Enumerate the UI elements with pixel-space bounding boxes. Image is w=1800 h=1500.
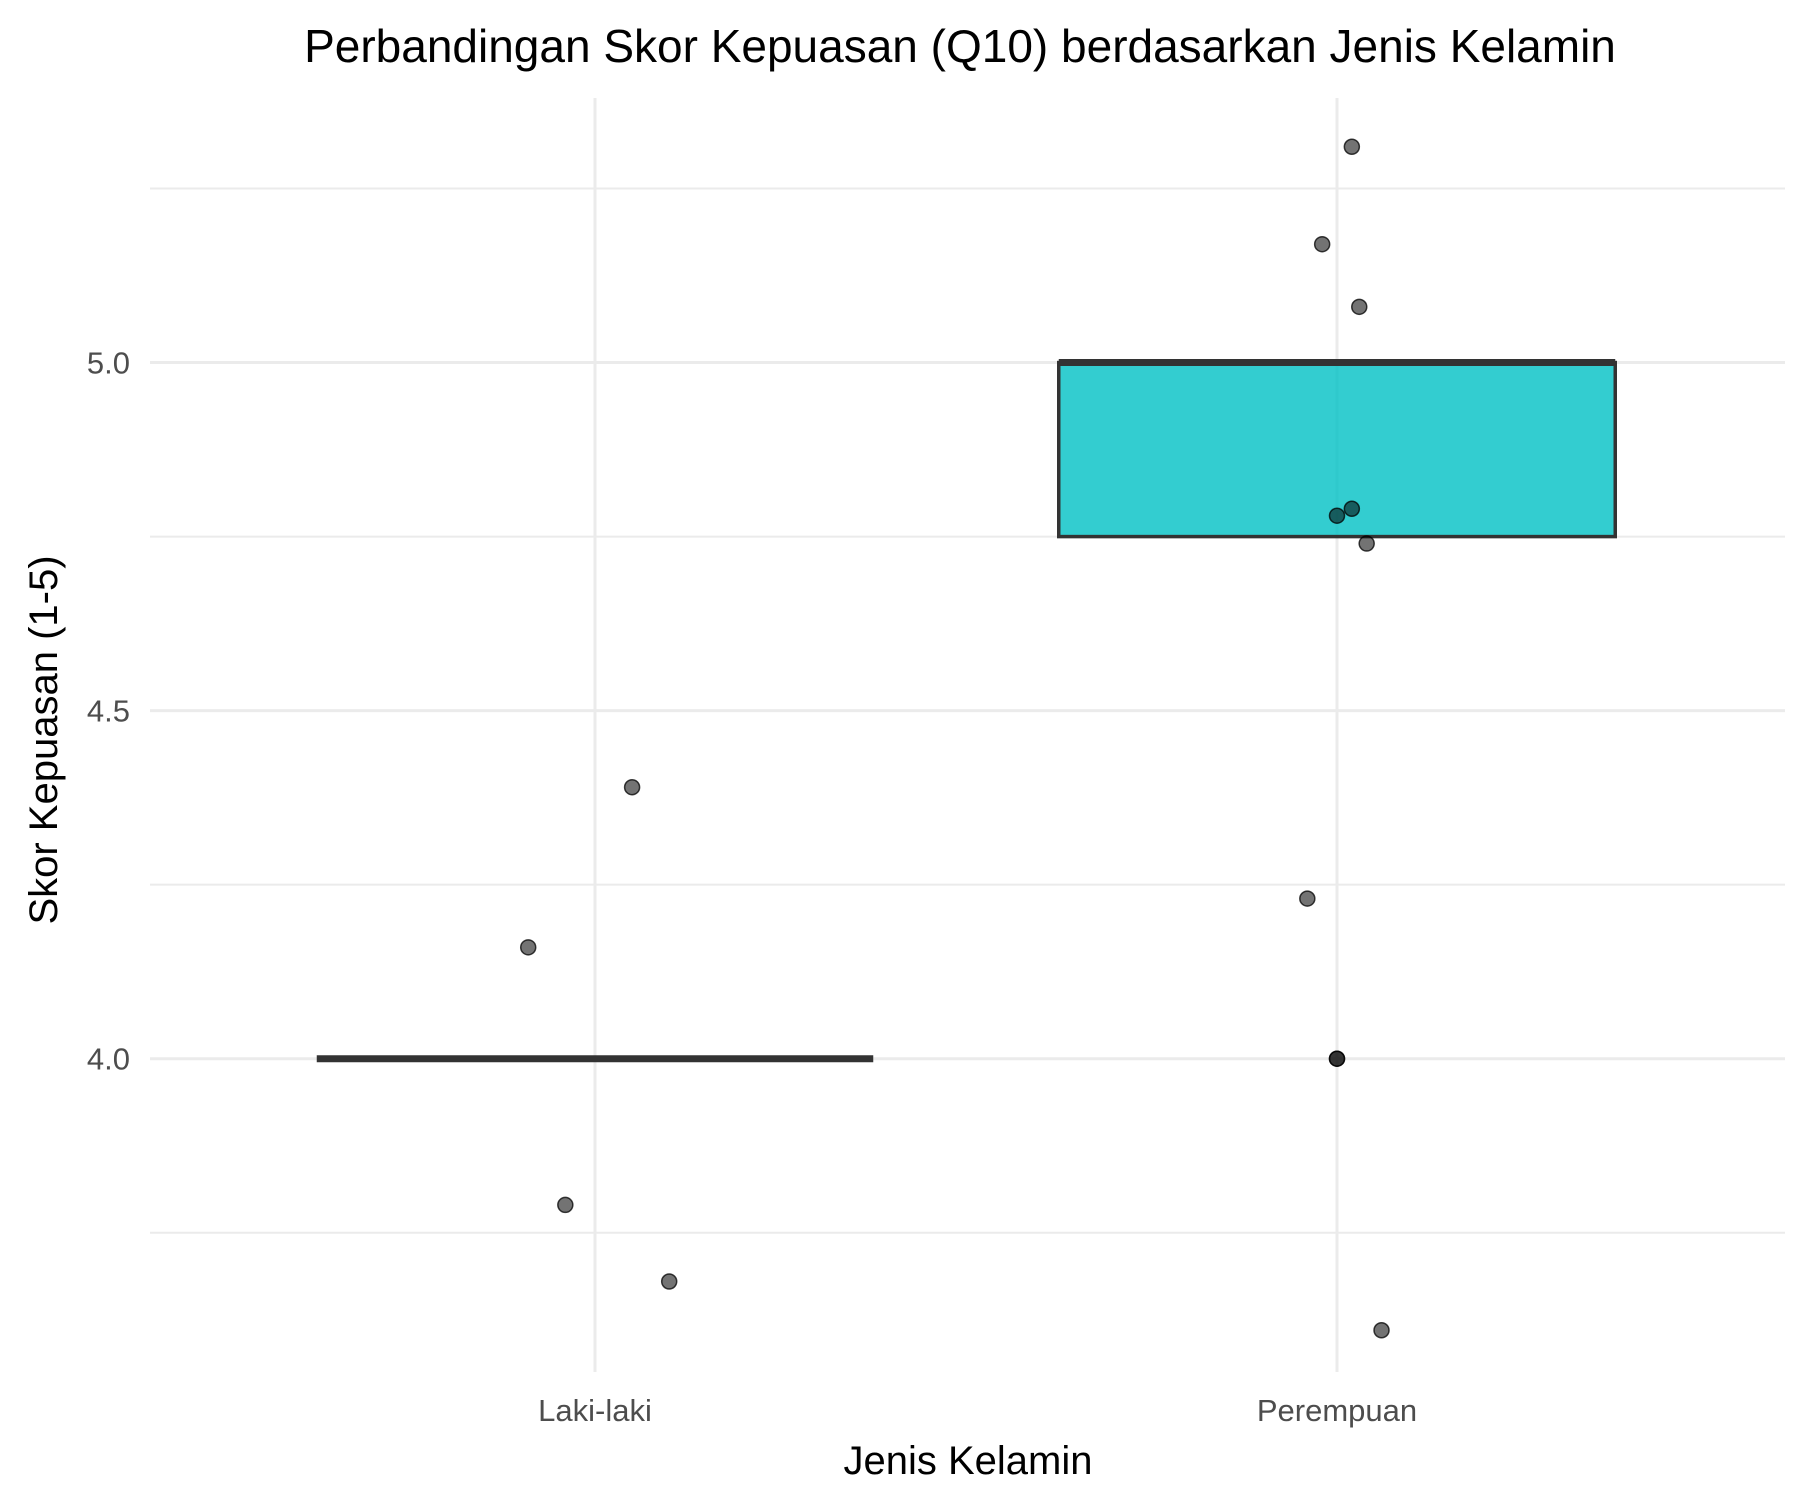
data-point — [1343, 138, 1361, 155]
data-point — [1351, 298, 1368, 316]
data-point — [1328, 507, 1346, 524]
data-point — [1299, 890, 1316, 907]
data-point — [557, 1196, 574, 1214]
data-point — [1313, 235, 1331, 253]
x-tick-label: Laki-laki — [538, 1393, 652, 1428]
data-point — [1358, 535, 1375, 552]
jitter-points — [519, 138, 1390, 1339]
x-tick-label: Perempuan — [1257, 1393, 1417, 1428]
y-tick-label: 4.5 — [87, 694, 130, 729]
data-point — [623, 778, 641, 796]
y-tick-label: 5.0 — [87, 346, 130, 381]
data-point — [519, 939, 537, 956]
data-point — [1343, 500, 1361, 517]
grid-lines — [150, 98, 1785, 1372]
data-point — [1373, 1321, 1390, 1339]
data-point — [1328, 1050, 1346, 1067]
data-point — [660, 1273, 678, 1290]
tick-labels: 4.0 4.5 5.0 Laki-laki Perempuan — [87, 346, 1417, 1428]
y-axis-title: Skor Kepuasan (1-5) — [22, 555, 66, 924]
x-axis-title: Jenis Kelamin — [843, 1439, 1092, 1483]
y-tick-label: 4.0 — [87, 1042, 130, 1077]
chart-title: Perbandingan Skor Kepuasan (Q10) berdasa… — [304, 20, 1616, 72]
